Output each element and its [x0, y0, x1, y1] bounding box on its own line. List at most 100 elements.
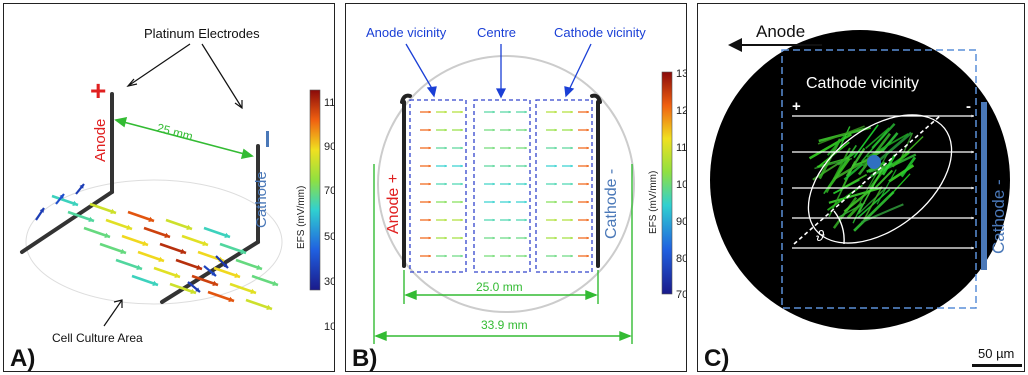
panel-c: Anode Cathode vicinity + - ϑ Cathode - C…: [697, 3, 1025, 372]
dimension-inner: [403, 270, 599, 304]
cathode-sign-a: [266, 131, 269, 147]
field-arrow-b-head: [444, 164, 447, 168]
field-arrow-b-head: [428, 110, 431, 114]
field-arrow-b-head: [492, 236, 495, 240]
panel-b-figure: Anode vicinity Centre Cathode vicinity A…: [352, 25, 687, 371]
cell-fit-ellipse: [807, 114, 953, 244]
field-line-c-head: [971, 114, 974, 118]
colorbar-a-ticks: 110 90 70 50 30 10: [324, 97, 335, 333]
outer-distance-label: 33.9 mm: [481, 318, 528, 332]
colorbar-b-title: EFS (mV/mm): [648, 171, 659, 234]
field-arrow-b-head: [428, 218, 431, 222]
cell-fiber: [844, 173, 868, 188]
region-label-cathode: Cathode vicinity: [554, 25, 646, 40]
cell-fiber: [845, 147, 866, 177]
field-arrow-a-head: [272, 280, 278, 286]
field-arrow-a-head: [240, 248, 246, 254]
field-arrow-a-head: [195, 287, 200, 292]
field-arrow-b-head: [508, 236, 511, 240]
region-label-centre: Centre: [477, 25, 516, 40]
panel-a: Platinum Electrodes Anode + Cathode 25 m…: [3, 3, 335, 372]
cell-fiber: [865, 127, 890, 149]
field-arrow-a-head: [190, 288, 196, 294]
field-arrow-b-head: [444, 128, 447, 132]
culture-pointer: [103, 299, 123, 327]
field-arrow-b-head: [554, 164, 557, 168]
cell-fiber: [888, 164, 915, 183]
field-arrow-b-head: [524, 218, 527, 222]
field-arrow-b-head: [444, 182, 447, 186]
cell-fiber: [853, 191, 895, 232]
field-arrow-b-head: [444, 146, 447, 150]
field-arrow-b-head: [460, 146, 463, 150]
field-arrow-a-head: [212, 280, 218, 286]
cell-fiber: [876, 169, 897, 205]
cell-fibers: [808, 122, 924, 232]
cell-fiber: [838, 202, 866, 218]
anode-sign-a: +: [90, 75, 106, 106]
minus-sign-c: -: [966, 98, 971, 115]
field-arrow-b-head: [586, 164, 589, 168]
colorbar-b-ticks: 130 120 110 100 90 80 70: [676, 68, 687, 301]
anode-label-b: Anode +: [385, 174, 402, 234]
field-arrow-b-head: [444, 110, 447, 114]
field-arrow-b-head: [492, 200, 495, 204]
field-arrow-a-head: [174, 272, 180, 278]
cell-fiber: [826, 184, 864, 211]
field-arrow-b-head: [508, 146, 511, 150]
field-line-c-head: [971, 186, 974, 190]
colorbar-a-tick: 10: [324, 321, 335, 333]
anode-label-a: Anode: [92, 119, 109, 162]
field-arrow-b-head: [524, 110, 527, 114]
culture-well-outline: [377, 55, 635, 313]
field-arrow-b-head: [524, 182, 527, 186]
field-line-c-head: [971, 216, 974, 220]
colorbar-a-tick: 50: [324, 231, 335, 243]
field-arrow-a-head: [180, 248, 186, 254]
culture-label: Cell Culture Area: [52, 331, 143, 345]
field-arrow-b-head: [428, 200, 431, 204]
field-arrow-b-head: [554, 128, 557, 132]
electrode-lines-b: [400, 93, 602, 268]
cell-fiber: [857, 187, 887, 215]
field-arrow-b-head: [460, 164, 463, 168]
field-arrow-b-head: [460, 110, 463, 114]
electrodes-label: Platinum Electrodes: [144, 26, 260, 41]
panel-a-figure: Platinum Electrodes Anode + Cathode 25 m…: [10, 26, 335, 371]
cell-fiber: [891, 151, 910, 168]
colorbar-b-tick: 70: [676, 289, 687, 301]
field-arrow-b-head: [492, 146, 495, 150]
field-arrow-b-head: [586, 218, 589, 222]
cathode-bar-c: [981, 102, 987, 270]
distance-label-a: 25 mm: [155, 121, 194, 144]
field-arrow-b-head: [492, 164, 495, 168]
field-arrow-b-head: [508, 254, 511, 258]
field-arrow-a-head: [266, 304, 272, 310]
field-arrow-b-head: [428, 128, 431, 132]
field-arrow-b-head: [570, 254, 573, 258]
field-arrow-b-head: [428, 236, 431, 240]
colorbar-a-tick: 90: [324, 141, 335, 153]
cell-fiber: [881, 132, 899, 152]
field-arrow-b-head: [444, 236, 447, 240]
field-arrow-a-head: [256, 264, 262, 270]
panel-c-label: C): [704, 345, 729, 372]
field-arrow-b-head: [586, 254, 589, 258]
field-arrow-a-head: [223, 263, 228, 268]
field-arrow-a-head: [234, 272, 240, 278]
field-arrow-a-head: [196, 264, 202, 270]
region-box-centre: [473, 99, 531, 273]
field-arrow-b-head: [586, 146, 589, 150]
distance-arrow-a: [114, 116, 254, 160]
field-arrow-b-head: [524, 146, 527, 150]
field-arrow-b-head: [554, 200, 557, 204]
dimension-outer: [373, 164, 633, 344]
field-arrow-a-head: [148, 216, 154, 222]
field-vectors-a: [35, 183, 279, 311]
colorbar-a-tick: 110: [324, 97, 335, 109]
field-arrow-b-head: [492, 218, 495, 222]
colorbar-b-tick: 80: [676, 253, 687, 265]
field-arrow-b-head: [554, 218, 557, 222]
field-arrow-b-head: [554, 182, 557, 186]
field-arrow-b-head: [570, 128, 573, 132]
